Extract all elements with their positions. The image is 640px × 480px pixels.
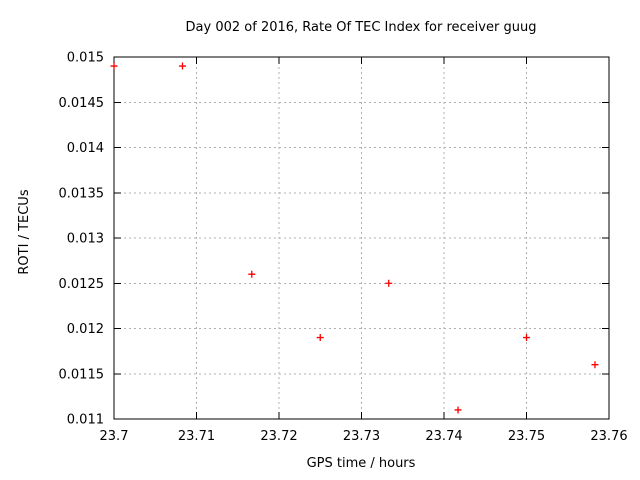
data-point-marker xyxy=(591,361,599,369)
x-tick-label: 23.72 xyxy=(260,429,297,444)
plot-layer: 23.7 23.71 23.72 23.73 23.74 23.75 23.76 0.011 0… xyxy=(59,51,628,445)
y-tick-label: 0.013 xyxy=(67,232,104,247)
y-axis-label: ROTI / TECUs xyxy=(17,189,32,274)
chart-title: Day 002 of 2016, Rate Of TEC Index for r… xyxy=(186,20,537,35)
y-tick-label: 0.0115 xyxy=(59,367,105,382)
y-tick-label: 0.011 xyxy=(67,413,104,428)
x-tick-label: 23.76 xyxy=(590,429,627,444)
data-point-marker xyxy=(454,406,462,414)
data-point-marker xyxy=(316,334,324,342)
x-tick-label: 23.73 xyxy=(343,429,380,444)
data-point-marker xyxy=(523,334,530,342)
y-tick-label: 0.014 xyxy=(67,141,104,156)
x-tick-label: 23.75 xyxy=(508,429,545,444)
data-point-marker xyxy=(385,279,393,287)
x-tick-label: 23.7 xyxy=(100,429,129,444)
data-point-marker xyxy=(178,62,186,70)
plot-frame xyxy=(113,56,610,420)
y-tick-label: 0.012 xyxy=(67,322,104,337)
y-tick-label: 0.015 xyxy=(67,51,104,66)
y-tick-label: 0.0135 xyxy=(59,186,105,201)
y-tick-label: 0.0145 xyxy=(59,96,105,111)
y-tick-label: 0.0125 xyxy=(59,277,105,292)
x-tick-label: 23.74 xyxy=(425,429,462,444)
data-point-marker xyxy=(110,62,118,70)
x-tick-label: 23.71 xyxy=(178,429,215,444)
x-axis-label: GPS time / hours xyxy=(307,456,416,471)
data-point-marker xyxy=(248,270,256,278)
